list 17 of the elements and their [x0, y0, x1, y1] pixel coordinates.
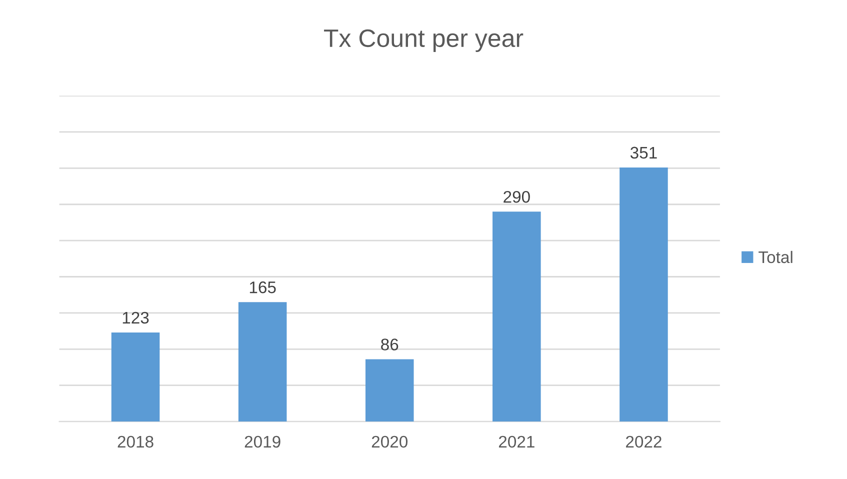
chart-title: Tx Count per year — [324, 29, 524, 52]
bar — [492, 212, 541, 422]
x-tick-label: 2021 — [498, 436, 534, 448]
data-label: 290 — [504, 190, 530, 203]
x-tick-label: 2022 — [626, 436, 662, 448]
data-label: 86 — [381, 338, 398, 350]
bar — [620, 167, 668, 422]
x-tick-label: 2019 — [244, 436, 280, 448]
data-label: 351 — [630, 146, 657, 159]
bar — [238, 302, 287, 422]
data-label: 165 — [250, 281, 276, 294]
x-tick-label: 2020 — [372, 436, 408, 448]
data-label: 123 — [122, 312, 149, 324]
x-tick-label: 2018 — [118, 436, 154, 448]
legend-label: Total — [758, 250, 792, 264]
bar — [111, 332, 160, 422]
bar — [365, 359, 414, 422]
